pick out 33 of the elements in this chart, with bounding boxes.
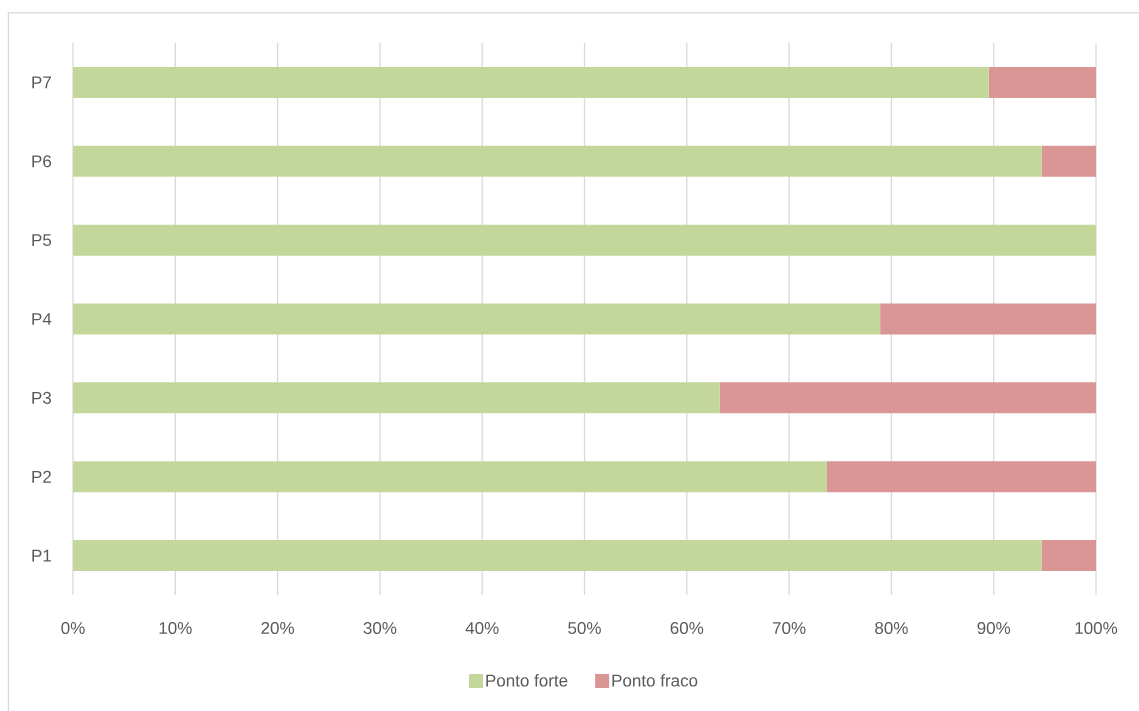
x-tick-label: 80% <box>875 621 908 635</box>
bar <box>73 382 720 414</box>
bar <box>880 303 1096 335</box>
bar <box>73 303 881 335</box>
bar <box>73 145 1042 177</box>
y-tick-label: P4 <box>32 313 52 325</box>
bar <box>1041 145 1096 177</box>
y-tick-label: P7 <box>32 76 51 89</box>
bar <box>826 461 1096 493</box>
bar <box>73 66 989 98</box>
x-tick-label: 10% <box>159 621 192 635</box>
x-tick-label: 100% <box>1075 621 1118 635</box>
bar <box>1041 540 1096 572</box>
y-tick-label: P6 <box>32 155 52 168</box>
x-tick-label: 50% <box>568 621 601 635</box>
x-tick-label: 20% <box>261 621 295 635</box>
bar <box>719 382 1096 414</box>
bar <box>73 224 1096 256</box>
y-tick-label: P2 <box>32 470 51 483</box>
legend-label: Ponto forte <box>486 674 568 687</box>
x-tick-label: 60% <box>670 621 704 635</box>
x-tick-label: 30% <box>363 621 397 635</box>
bar <box>988 66 1096 98</box>
y-tick-label: P3 <box>32 391 52 404</box>
y-tick-label: P5 <box>32 234 52 247</box>
bar <box>73 461 827 493</box>
bar <box>73 540 1042 572</box>
x-tick-label: 40% <box>465 621 499 635</box>
x-tick-label: 90% <box>977 621 1011 635</box>
x-tick-label: 0% <box>61 621 85 635</box>
x-tick-label: 70% <box>772 621 806 635</box>
legend-label: Ponto fraco <box>612 674 698 687</box>
y-tick-label: P1 <box>32 549 51 562</box>
